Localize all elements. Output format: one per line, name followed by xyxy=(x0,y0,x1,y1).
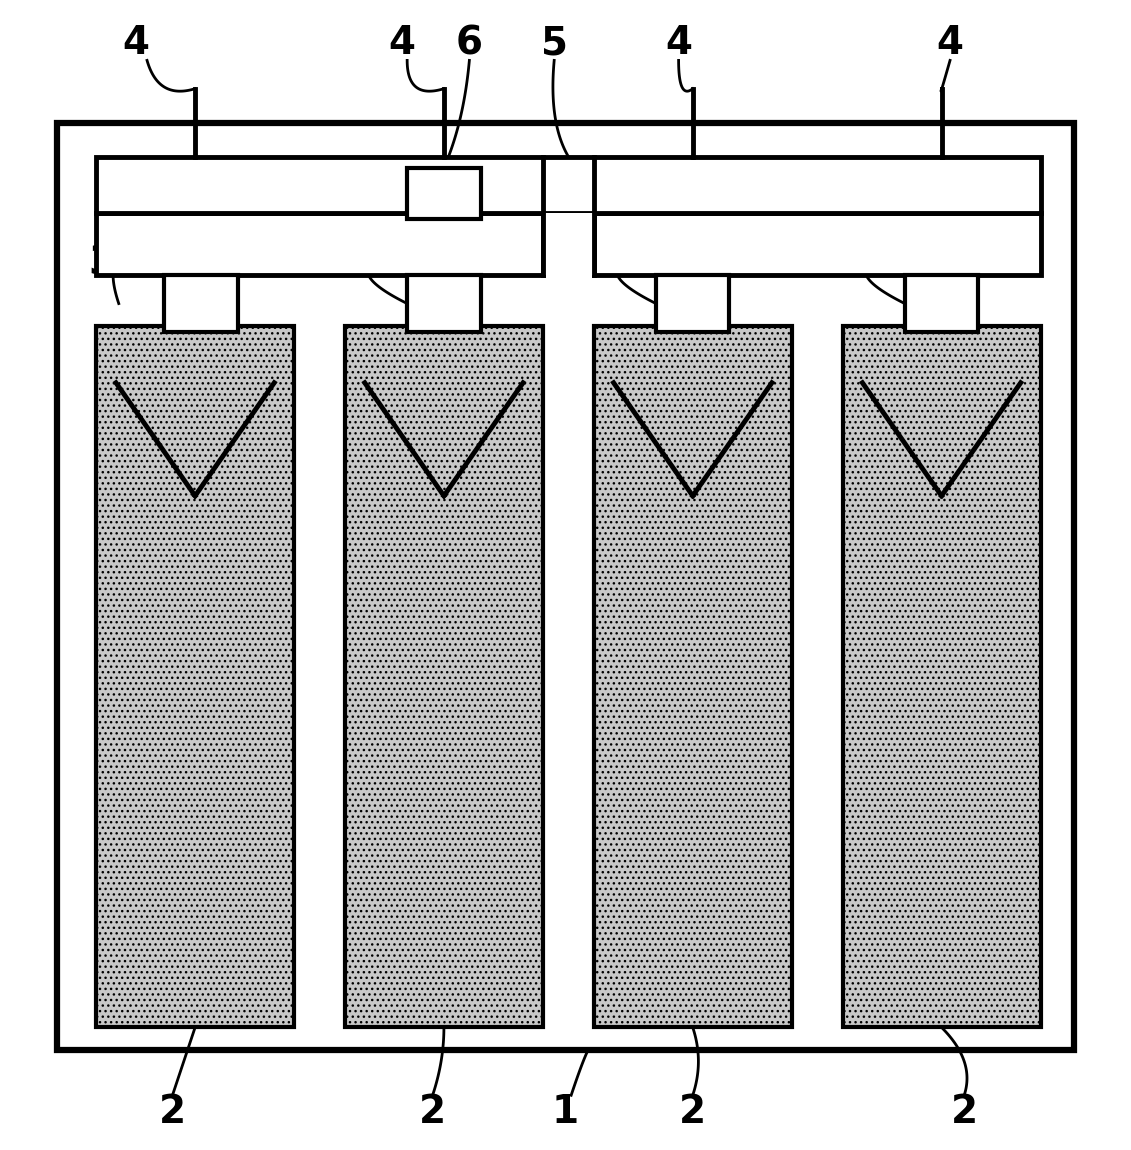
Text: 4: 4 xyxy=(388,24,415,62)
Bar xyxy=(164,275,238,332)
Bar xyxy=(96,213,543,275)
Text: 2: 2 xyxy=(680,1094,706,1132)
Text: 2: 2 xyxy=(159,1094,185,1132)
Text: 1: 1 xyxy=(552,1094,579,1132)
Bar xyxy=(843,327,1041,1027)
Text: 4: 4 xyxy=(122,24,149,62)
Text: 3: 3 xyxy=(88,245,115,283)
Bar xyxy=(407,275,481,332)
Text: 4: 4 xyxy=(665,24,692,62)
Bar xyxy=(656,275,729,332)
Text: 4: 4 xyxy=(936,24,964,62)
Bar xyxy=(96,156,1041,213)
Bar xyxy=(96,327,294,1027)
Bar xyxy=(594,213,1041,275)
Bar xyxy=(543,213,594,275)
Text: 6: 6 xyxy=(456,24,483,62)
Bar xyxy=(905,275,978,332)
Text: 5: 5 xyxy=(541,24,568,62)
Bar xyxy=(345,327,543,1027)
Text: 2: 2 xyxy=(420,1094,446,1132)
Text: 2: 2 xyxy=(951,1094,977,1132)
Text: 3: 3 xyxy=(840,245,867,283)
Text: 3: 3 xyxy=(592,245,619,283)
Bar xyxy=(57,123,1074,1050)
Bar xyxy=(407,168,481,218)
Text: 3: 3 xyxy=(343,245,370,283)
Bar xyxy=(594,327,792,1027)
